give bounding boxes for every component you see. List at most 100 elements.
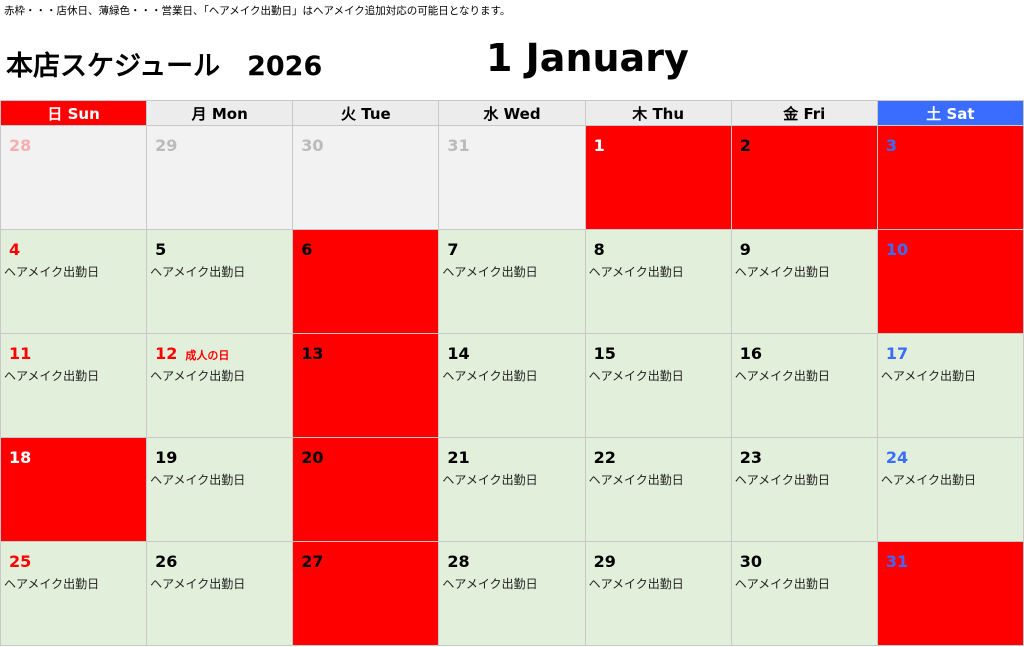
- hairmake-note: ヘアメイク出勤日: [4, 265, 100, 279]
- day-number: 15: [593, 344, 616, 363]
- day-number: 8: [593, 240, 605, 259]
- day-number: 2: [739, 136, 751, 155]
- hairmake-note: ヘアメイク出勤日: [150, 473, 246, 487]
- day-number: 29: [593, 552, 616, 571]
- week-row: 25 ヘアメイク出勤日 26 ヘアメイク出勤日 27 28 ヘアメイク出勤日 29 ヘアメイク出…: [0, 541, 1024, 646]
- day-cell-closed[interactable]: 2: [730, 125, 878, 230]
- day-cell-open[interactable]: 14 ヘアメイク出勤日: [438, 333, 586, 438]
- day-number: 23: [739, 448, 762, 467]
- day-cell-open[interactable]: 21 ヘアメイク出勤日: [438, 437, 586, 542]
- day-number: 30: [301, 136, 324, 155]
- day-number: 6: [301, 240, 313, 259]
- hairmake-note: ヘアメイク出勤日: [442, 265, 538, 279]
- day-cell-prev[interactable]: 30: [292, 125, 440, 230]
- weekday-header: 木 Thu: [584, 100, 732, 126]
- hairmake-note: ヘアメイク出勤日: [880, 473, 977, 487]
- day-number: 13: [301, 344, 324, 363]
- day-cell-open[interactable]: 29 ヘアメイク出勤日: [584, 541, 732, 646]
- day-cell-open[interactable]: 28 ヘアメイク出勤日: [438, 541, 586, 646]
- hairmake-note: ヘアメイク出勤日: [588, 369, 684, 383]
- day-cell-open[interactable]: 8 ヘアメイク出勤日: [584, 229, 732, 334]
- day-number: 4: [9, 240, 21, 259]
- day-cell-open[interactable]: 12 成人の日 ヘアメイク出勤日: [146, 333, 294, 438]
- hairmake-note: ヘアメイク出勤日: [734, 265, 830, 279]
- day-number: 22: [593, 448, 616, 467]
- day-cell-open[interactable]: 5 ヘアメイク出勤日: [146, 229, 294, 334]
- hairmake-note: ヘアメイク出勤日: [4, 369, 100, 383]
- day-cell-open[interactable]: 17 ヘアメイク出勤日: [876, 333, 1024, 438]
- day-cell-prev[interactable]: 28: [0, 125, 148, 230]
- day-number: 7: [447, 240, 459, 259]
- hairmake-note: ヘアメイク出勤日: [442, 473, 538, 487]
- day-cell-prev[interactable]: 31: [438, 125, 586, 230]
- day-number: 25: [9, 552, 32, 571]
- day-number: 11: [9, 344, 32, 363]
- day-cell-open[interactable]: 15 ヘアメイク出勤日: [584, 333, 732, 438]
- hairmake-note: ヘアメイク出勤日: [880, 369, 977, 383]
- week-row: 28 29 30 31 1 2 3: [0, 125, 1024, 230]
- legend-notice: 赤枠・・・店休日、薄緑色・・・営業日、「ヘアメイク出勤日」はヘアメイク追加対応の…: [4, 5, 511, 17]
- day-cell-open[interactable]: 9 ヘアメイク出勤日: [730, 229, 878, 334]
- day-number: 28: [447, 552, 470, 571]
- day-number: 12: [155, 344, 178, 363]
- day-number: 30: [739, 552, 762, 571]
- day-cell-prev[interactable]: 29: [146, 125, 294, 230]
- week-row: 18 19 ヘアメイク出勤日 20 21 ヘアメイク出勤日 22 ヘアメイク出勤日 23 ヘアメイ…: [0, 437, 1024, 542]
- holiday-label: 成人の日: [185, 349, 230, 362]
- hairmake-note: ヘアメイク出勤日: [150, 577, 246, 591]
- day-cell-closed[interactable]: 6: [292, 229, 440, 334]
- weekday-header-row: 日 Sun 月 Mon 火 Tue 水 Wed 木 Thu 金 Fri 土 Sat: [0, 100, 1024, 126]
- weekday-header: 水 Wed: [438, 100, 586, 126]
- week-row: 11 ヘアメイク出勤日 12 成人の日ヘアメイク出勤日 13 14 ヘアメイク出勤日 15 ヘア…: [0, 333, 1024, 438]
- day-cell-closed[interactable]: 13: [292, 333, 440, 438]
- hairmake-note: ヘアメイク出勤日: [150, 265, 246, 279]
- day-cell-open[interactable]: 24 ヘアメイク出勤日: [876, 437, 1024, 542]
- day-cell-closed[interactable]: 20: [292, 437, 440, 542]
- day-cell-open[interactable]: 26 ヘアメイク出勤日: [146, 541, 294, 646]
- day-number: 17: [885, 344, 909, 363]
- day-number: 20: [301, 448, 324, 467]
- day-cell-open[interactable]: 7 ヘアメイク出勤日: [438, 229, 586, 334]
- day-number: 1: [593, 136, 605, 155]
- day-cell-open[interactable]: 23 ヘアメイク出勤日: [730, 437, 878, 542]
- day-number: 3: [885, 136, 897, 155]
- day-cell-closed[interactable]: 10: [876, 229, 1024, 334]
- day-cell-open[interactable]: 4 ヘアメイク出勤日: [0, 229, 148, 334]
- hairmake-note: ヘアメイク出勤日: [442, 369, 538, 383]
- hairmake-note: ヘアメイク出勤日: [734, 473, 830, 487]
- weekday-header: 土 Sat: [876, 100, 1024, 126]
- hairmake-note: ヘアメイク出勤日: [442, 577, 538, 591]
- day-number: 29: [155, 136, 178, 155]
- month-title: 1 January: [486, 36, 689, 80]
- day-cell-closed[interactable]: 18: [0, 437, 148, 542]
- hairmake-note: ヘアメイク出勤日: [588, 577, 684, 591]
- day-number: 21: [447, 448, 470, 467]
- day-cell-closed[interactable]: 3: [876, 125, 1024, 230]
- day-number: 31: [447, 136, 470, 155]
- page-title: 本店スケジュール 2026: [6, 51, 323, 82]
- day-number: 10: [885, 240, 909, 259]
- day-number: 26: [155, 552, 178, 571]
- day-cell-open[interactable]: 25 ヘアメイク出勤日: [0, 541, 148, 646]
- day-cell-open[interactable]: 30 ヘアメイク出勤日: [730, 541, 878, 646]
- weekday-header: 日 Sun: [0, 100, 148, 126]
- hairmake-note: ヘアメイク出勤日: [588, 265, 684, 279]
- day-cell-closed[interactable]: 31: [876, 541, 1024, 646]
- day-cell-closed[interactable]: 27: [292, 541, 440, 646]
- day-cell-open[interactable]: 16 ヘアメイク出勤日: [730, 333, 878, 438]
- day-cell-closed[interactable]: 1: [584, 125, 732, 230]
- day-number: 14: [447, 344, 470, 363]
- day-number: 28: [9, 136, 32, 155]
- day-cell-open[interactable]: 22 ヘアメイク出勤日: [584, 437, 732, 542]
- day-cell-open[interactable]: 11 ヘアメイク出勤日: [0, 333, 148, 438]
- day-number: 5: [155, 240, 167, 259]
- day-cell-open[interactable]: 19 ヘアメイク出勤日: [146, 437, 294, 542]
- day-number: 18: [9, 448, 32, 467]
- day-number: 16: [739, 344, 762, 363]
- day-number: 19: [155, 448, 178, 467]
- day-number: 31: [885, 552, 909, 571]
- hairmake-note: ヘアメイク出勤日: [588, 473, 684, 487]
- day-number: 24: [885, 448, 909, 467]
- hairmake-note: ヘアメイク出勤日: [734, 369, 830, 383]
- weekday-header: 月 Mon: [146, 100, 294, 126]
